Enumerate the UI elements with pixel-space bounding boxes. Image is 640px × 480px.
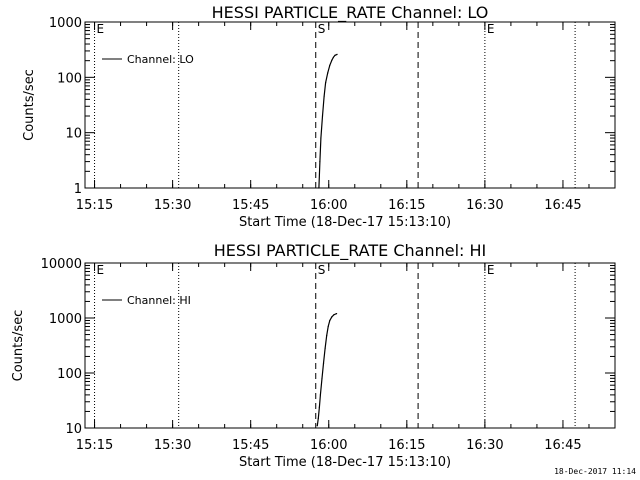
y-tick-label: 10000 bbox=[41, 257, 82, 272]
x-axis-label: Start Time (18-Dec-17 15:13:10) bbox=[239, 455, 451, 470]
x-axis-label: Start Time (18-Dec-17 15:13:10) bbox=[239, 215, 451, 230]
data-point bbox=[332, 56, 335, 58]
data-point bbox=[319, 160, 321, 163]
x-tick-label: 16:30 bbox=[466, 438, 503, 453]
marker-label: E bbox=[487, 22, 495, 36]
data-point bbox=[318, 406, 320, 408]
x-tick-label: 15:15 bbox=[76, 438, 113, 453]
series-line bbox=[316, 313, 337, 426]
y-tick-label: 100 bbox=[57, 367, 82, 382]
plot-frame bbox=[84, 21, 616, 189]
x-tick-label: 15:45 bbox=[232, 438, 269, 453]
data-point bbox=[331, 316, 333, 318]
legend-label: Channel: LO bbox=[127, 53, 194, 66]
y-axis-label: Counts/sec bbox=[22, 69, 37, 141]
data-point bbox=[336, 53, 338, 55]
data-point bbox=[333, 314, 335, 316]
x-tick-label: 15:15 bbox=[76, 198, 113, 213]
data-point bbox=[316, 425, 318, 427]
x-tick-label: 16:30 bbox=[466, 198, 503, 213]
y-tick-label: 1000 bbox=[49, 16, 82, 31]
y-tick-label: 1 bbox=[74, 182, 82, 197]
series-line bbox=[318, 53, 338, 189]
y-tick-label: 10 bbox=[65, 127, 82, 142]
chart-title: HESSI PARTICLE_RATE Channel: HI bbox=[214, 241, 487, 261]
x-tick-label: 15:45 bbox=[232, 198, 269, 213]
data-point bbox=[323, 95, 325, 98]
data-point bbox=[331, 59, 333, 61]
data-point bbox=[321, 115, 324, 117]
x-tick-label: 16:15 bbox=[388, 438, 425, 453]
data-point bbox=[329, 319, 331, 322]
data-point bbox=[329, 64, 331, 66]
data-point bbox=[334, 54, 336, 56]
data-point bbox=[317, 417, 319, 419]
y-tick-label: 100 bbox=[57, 71, 82, 86]
data-point bbox=[322, 362, 325, 364]
y-axis-label: Counts/sec bbox=[11, 310, 26, 382]
x-tick-label: 15:30 bbox=[154, 198, 191, 213]
marker-label: E bbox=[97, 22, 105, 36]
marker-label: E bbox=[97, 263, 105, 277]
data-point bbox=[318, 187, 320, 189]
plot-frame bbox=[84, 262, 616, 429]
data-point bbox=[326, 334, 328, 337]
data-point bbox=[320, 137, 322, 139]
chart-title: HESSI PARTICLE_RATE Channel: LO bbox=[212, 3, 489, 23]
data-point bbox=[327, 325, 329, 328]
data-point bbox=[335, 313, 338, 315]
data-point bbox=[324, 347, 326, 350]
y-tick-label: 1000 bbox=[49, 312, 82, 327]
x-tick-label: 15:30 bbox=[154, 438, 191, 453]
marker-label: S bbox=[318, 22, 326, 36]
data-point bbox=[325, 82, 327, 84]
x-tick-label: 16:15 bbox=[388, 198, 425, 213]
y-tick-label: 10 bbox=[65, 422, 82, 437]
x-tick-label: 16:45 bbox=[544, 438, 581, 453]
x-tick-label: 16:00 bbox=[310, 438, 347, 453]
marker-label: S bbox=[318, 263, 326, 277]
x-tick-label: 16:00 bbox=[310, 198, 347, 213]
x-tick-label: 16:45 bbox=[544, 198, 581, 213]
data-point bbox=[327, 72, 329, 74]
marker-label: E bbox=[487, 263, 495, 277]
legend-label: Channel: HI bbox=[127, 294, 191, 307]
data-point bbox=[319, 394, 322, 396]
timestamp: 18-Dec-2017 11:14 bbox=[554, 467, 636, 476]
data-point bbox=[321, 377, 323, 379]
